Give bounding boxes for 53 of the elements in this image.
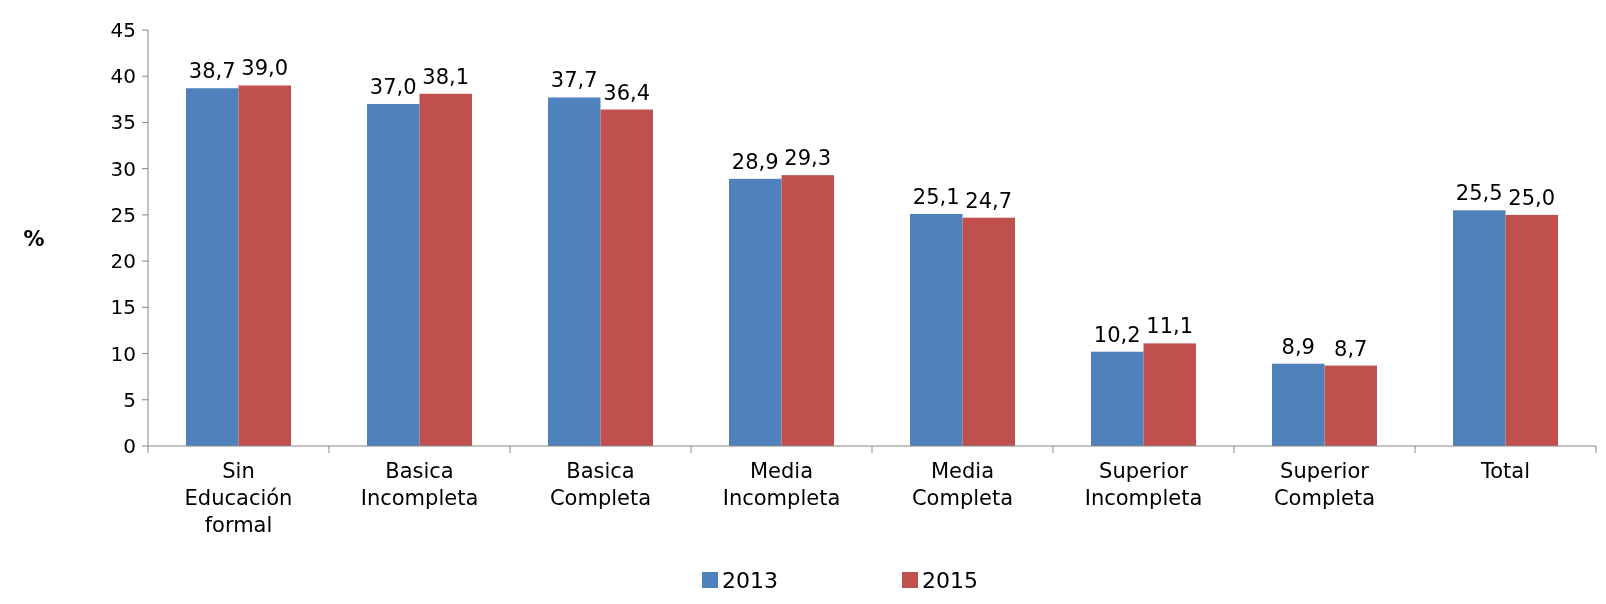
bar bbox=[781, 175, 834, 446]
data-label: 29,3 bbox=[784, 146, 832, 171]
data-label: 38,1 bbox=[422, 64, 470, 89]
y-tick-label: 45 bbox=[110, 18, 136, 42]
bar bbox=[1505, 214, 1558, 446]
bar bbox=[367, 103, 420, 446]
bar bbox=[186, 88, 239, 446]
bar bbox=[1091, 351, 1144, 446]
x-tick-label: Superior Completa bbox=[1273, 459, 1376, 510]
data-label: 8,9 bbox=[1281, 334, 1315, 359]
data-label: 10,2 bbox=[1093, 322, 1141, 347]
x-tick-label: Superior Incompleta bbox=[1084, 459, 1203, 510]
bar bbox=[910, 213, 963, 446]
legend-label: 2013 bbox=[722, 568, 778, 593]
x-tick-label: Total bbox=[1479, 459, 1531, 483]
data-label: 39,0 bbox=[241, 56, 289, 81]
data-label: 8,7 bbox=[1334, 336, 1368, 361]
bar bbox=[600, 109, 653, 446]
y-tick-label: 30 bbox=[110, 156, 136, 181]
data-label: 37,7 bbox=[550, 68, 598, 93]
bar bbox=[1324, 365, 1377, 446]
data-label: 11,1 bbox=[1146, 314, 1194, 339]
data-label: 24,7 bbox=[965, 188, 1013, 213]
data-label: 25,5 bbox=[1455, 181, 1503, 206]
x-tick-label: Sin Educación formal bbox=[184, 459, 293, 537]
data-label: 25,1 bbox=[912, 184, 960, 209]
y-axis-title: % bbox=[23, 227, 45, 251]
bar bbox=[1143, 343, 1196, 446]
y-tick-label: 20 bbox=[110, 249, 136, 274]
y-tick-label: 25 bbox=[110, 202, 136, 227]
x-tick-label: Basica Completa bbox=[549, 459, 652, 510]
bar bbox=[1453, 210, 1506, 446]
bar bbox=[238, 85, 291, 446]
data-label: 38,7 bbox=[188, 59, 236, 84]
data-label: 25,0 bbox=[1508, 185, 1556, 210]
data-label: 28,9 bbox=[731, 149, 779, 174]
bar bbox=[548, 97, 601, 446]
y-tick-label: 0 bbox=[123, 434, 136, 458]
bar bbox=[729, 178, 782, 446]
bar bbox=[419, 93, 472, 446]
y-tick-label: 40 bbox=[110, 64, 136, 89]
legend-label: 2015 bbox=[922, 568, 978, 593]
data-label: 36,4 bbox=[603, 80, 651, 105]
bar bbox=[1272, 363, 1325, 446]
data-label: 37,0 bbox=[369, 74, 417, 99]
y-tick-label: 5 bbox=[123, 387, 136, 412]
y-tick-label: 15 bbox=[110, 295, 136, 320]
y-tick-label: 35 bbox=[110, 110, 136, 135]
y-tick-label: 10 bbox=[110, 341, 136, 366]
bar bbox=[962, 217, 1015, 446]
x-tick-label: Basica Incompleta bbox=[360, 459, 479, 510]
x-tick-label: Media Completa bbox=[911, 459, 1014, 510]
x-tick-label: Media Incompleta bbox=[722, 459, 841, 510]
